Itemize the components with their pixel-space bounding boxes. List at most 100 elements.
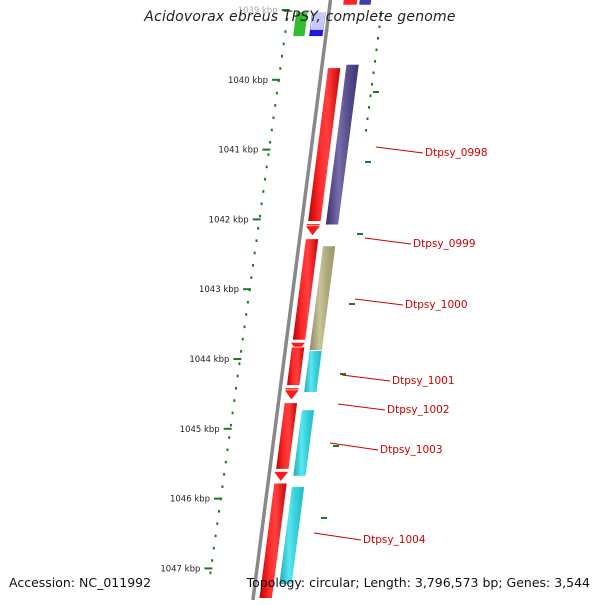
gc-dot [216, 522, 219, 525]
scale-tick-label: 1040 kbp [228, 76, 268, 86]
backbone [251, 0, 333, 601]
reverse-strand-gene [286, 346, 305, 386]
gene-label-leader [341, 374, 391, 382]
scale-tick-label: 1046 kbp [170, 495, 210, 505]
gc-dot [255, 239, 258, 242]
gc-dot [253, 251, 256, 255]
gene-label-leader [364, 237, 412, 245]
gc-dot [262, 190, 265, 193]
gene-label-leader [337, 403, 386, 411]
gc-dot [371, 83, 373, 86]
blue-fragment-highlight [310, 11, 326, 30]
gc-dot [250, 276, 253, 279]
genome-title: Acidovorax ebreus TPSY, complete genome [144, 9, 456, 25]
backbone-line [251, 0, 333, 601]
gc-dot [372, 71, 375, 75]
gc-dot [231, 411, 234, 415]
red-fragment-top [342, 0, 358, 6]
gene-label[interactable]: Dtpsy_0999 [413, 238, 476, 250]
scale-tick-label: 1043 kbp [199, 285, 239, 295]
gene-label-leader [354, 298, 404, 306]
gc-dot [282, 42, 285, 46]
reverse-strand-arrow [283, 389, 300, 401]
gc-dot [245, 313, 248, 316]
gc-dot [218, 510, 220, 513]
cog-band-shade [292, 409, 315, 477]
gc-dot [252, 264, 254, 267]
purple-fragment-top [358, 0, 372, 6]
gc-dot [374, 60, 376, 63]
gc-dot [272, 116, 275, 119]
gc-dot [209, 571, 212, 575]
gc-dot [221, 485, 224, 488]
gene-label-leader [375, 146, 424, 154]
gc-dot [241, 337, 244, 341]
gc-dot [229, 423, 232, 427]
gene-label[interactable]: Dtpsy_0998 [425, 147, 488, 159]
gc-dot [257, 227, 260, 230]
gc-dot [281, 54, 283, 58]
gc-dot [246, 300, 249, 304]
gc-dot [264, 177, 266, 181]
gc-dot [224, 460, 227, 464]
cog-band-shade [303, 350, 323, 393]
gene-label-leader [313, 532, 362, 541]
gc-dot [275, 91, 278, 95]
gc-dot [267, 153, 270, 156]
gc-dot [284, 30, 287, 33]
scale-tick-label: 1045 kbp [180, 425, 220, 435]
gc-dot [243, 325, 246, 329]
scale-tick-label: 1039 kbp [238, 6, 278, 16]
gc-dot-track [209, 14, 382, 575]
gc-dot [377, 37, 379, 40]
gc-dot [226, 448, 229, 452]
gc-dot [366, 117, 369, 121]
gc-dot [212, 546, 215, 550]
reverse-strand-gene [258, 482, 288, 599]
scale-tick-label: 1044 kbp [189, 355, 229, 365]
gc-dot [286, 18, 289, 21]
scale-tick-label: 1047 kbp [160, 564, 200, 574]
reverse-strand-gene [307, 67, 342, 222]
scale-ruler: 1039 kbp 1040 kbp 1041 kbp 1042 kbp 1043 kbp… [160, 6, 379, 574]
gc-dot [233, 399, 236, 402]
gc-dot [260, 202, 263, 206]
gc-dot [269, 141, 272, 144]
gc-dot [265, 165, 268, 169]
reverse-strand-arrow [304, 225, 322, 237]
gc-dot [369, 94, 372, 98]
gc-dot [223, 473, 226, 476]
scale-tick-label: 1041 kbp [218, 146, 258, 156]
gene-label[interactable]: Dtpsy_1003 [380, 444, 443, 456]
gene-label[interactable]: Dtpsy_1000 [405, 299, 468, 311]
cog-band-shade [325, 64, 360, 226]
accession-text: Accession: NC_011992 [9, 575, 152, 590]
gc-dot [211, 559, 214, 562]
gene-label[interactable]: Dtpsy_1001 [392, 375, 455, 387]
scale-tick-label: 1042 kbp [209, 215, 249, 225]
gc-dot [258, 214, 261, 218]
gc-dot [214, 534, 217, 538]
gc-dot [238, 362, 241, 365]
gc-dot [228, 436, 231, 439]
gc-dot [378, 25, 381, 29]
gc-dot [365, 129, 368, 132]
gene-label[interactable]: Dtpsy_1004 [363, 534, 426, 546]
gene-label-leader [329, 442, 379, 451]
genome-summary-text: Topology: circular; Length: 3,796,573 bp… [246, 575, 590, 590]
gc-dot [368, 106, 370, 109]
gc-dot [380, 14, 382, 17]
gc-dot [279, 67, 282, 70]
cog-band-shade [278, 486, 305, 585]
gc-dot [270, 128, 273, 132]
gc-dot [240, 350, 243, 353]
gc-dot [375, 48, 378, 52]
reverse-strand-arrow [273, 471, 290, 483]
gene-track [256, 0, 372, 605]
reverse-strand-gene [275, 402, 298, 470]
gc-dot [236, 374, 239, 378]
gene-label[interactable]: Dtpsy_1002 [387, 404, 450, 416]
gene-labels: Dtpsy_0998 Dtpsy_0999 Dtpsy_1000 Dtpsy_1001… [313, 146, 488, 546]
